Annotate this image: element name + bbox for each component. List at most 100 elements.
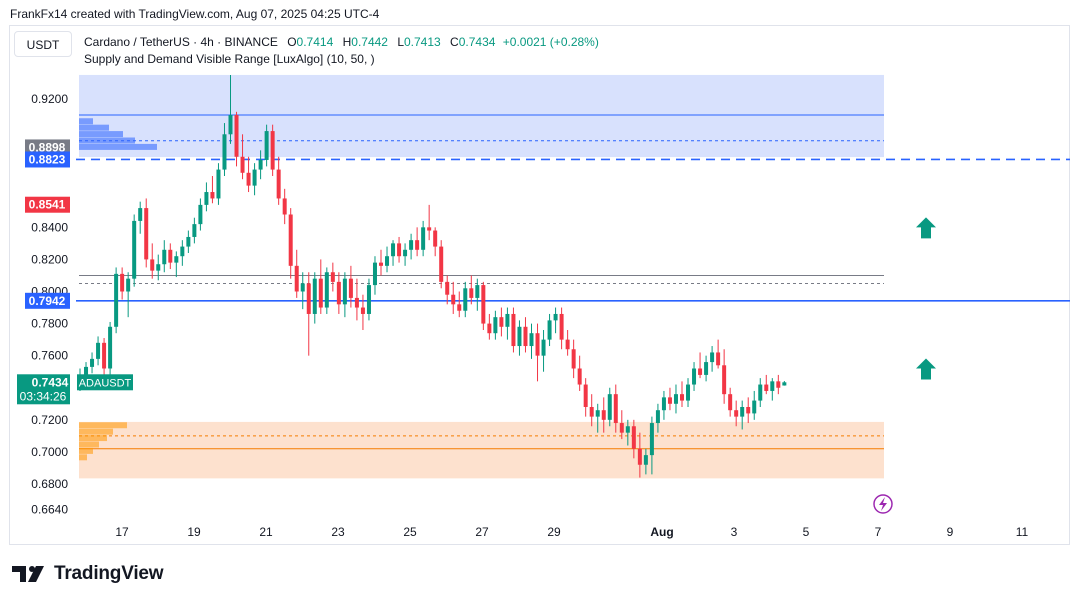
currency-selector[interactable]: USDT: [14, 31, 72, 57]
candle-body: [505, 313, 510, 327]
candle-body: [186, 236, 191, 247]
candle-body: [198, 204, 203, 225]
up-arrow-signal-icon: [916, 358, 936, 380]
indicator-legend[interactable]: Supply and Demand Visible Range [LuxAlgo…: [84, 52, 375, 66]
candle-body: [716, 352, 721, 366]
candle-body: [126, 278, 131, 292]
price-tick-label: 0.6800: [31, 477, 68, 491]
supply-profile-bar: [79, 118, 93, 125]
candle-body: [234, 115, 239, 157]
symbol-tag: [77, 374, 133, 391]
price-axis: 0.92000.84000.82000.80000.78000.76000.72…: [31, 92, 68, 517]
candle-body: [565, 339, 570, 350]
time-tick-label: 9: [947, 525, 954, 539]
candle-body: [252, 169, 257, 186]
price-tick-label: 0.8400: [31, 220, 68, 234]
time-tick-label: 21: [259, 525, 273, 539]
candle-body: [216, 169, 221, 199]
candle-body: [360, 307, 365, 314]
candle-body: [758, 384, 763, 401]
price-tag-label: 0.8823: [29, 152, 66, 166]
lightning-bolt-icon: [879, 497, 887, 511]
price-tag-label: 0.8541: [29, 198, 66, 212]
demand-profile-bar: [79, 428, 113, 435]
candle-body: [457, 304, 462, 311]
candle-body: [619, 423, 624, 433]
candle-body: [312, 278, 317, 314]
candles-layer: [78, 74, 787, 478]
candle-body: [288, 214, 293, 266]
candle-body: [667, 397, 672, 404]
time-tick-label: 29: [547, 525, 561, 539]
candle-body: [511, 313, 516, 347]
candle-body: [643, 455, 648, 465]
candle-body: [655, 410, 660, 424]
supply-profile-bar: [79, 131, 123, 138]
candle-body: [451, 294, 456, 305]
candle-body: [192, 224, 197, 237]
candle-body: [240, 156, 245, 173]
candle-body: [114, 273, 119, 327]
candle-body: [433, 230, 438, 247]
candle-body: [366, 285, 371, 314]
candle-body: [631, 426, 636, 449]
candle-body: [776, 381, 781, 388]
candle-body: [601, 410, 606, 420]
candle-body: [391, 243, 396, 257]
candle-body: [300, 283, 305, 292]
time-tick-label: Aug: [650, 525, 673, 539]
candle-body: [553, 313, 558, 321]
price-tick-label: 0.7800: [31, 317, 68, 331]
demand-profile-bar: [79, 422, 127, 429]
candle-body: [445, 281, 450, 295]
low-label: L: [397, 35, 404, 49]
price-tick-label: 0.7600: [31, 349, 68, 363]
candle-body: [228, 115, 233, 135]
time-axis: 17 19 21 23 25 27 29 Aug 3 5 7 9 11: [115, 525, 1028, 539]
current-price-value: 0.7434: [32, 375, 69, 389]
candle-body: [559, 313, 564, 340]
candle-body: [529, 333, 534, 347]
candle-body: [673, 394, 678, 404]
candle-body: [324, 272, 329, 308]
demand-profile-bar: [79, 441, 99, 448]
price-tick-label: 0.8200: [31, 252, 68, 266]
chart-credit: FrankFx14 created with TradingView.com, …: [10, 7, 380, 21]
candle-body: [680, 394, 684, 401]
open-value: 0.7414: [296, 35, 334, 49]
candle-body: [427, 227, 432, 231]
candle-body: [156, 264, 161, 271]
candle-body: [692, 368, 697, 385]
time-tick-label: 17: [115, 525, 129, 539]
high-value: 0.7442: [351, 35, 388, 49]
price-tag: [25, 292, 70, 309]
candle-body: [342, 278, 347, 305]
price-tick-label: 0.7000: [31, 445, 68, 459]
candle-body: [613, 394, 618, 424]
price-tag: [25, 151, 70, 168]
up-arrow-signal-icon: [916, 217, 936, 239]
candle-body: [649, 423, 654, 456]
candle-body: [354, 297, 359, 308]
candle-body: [264, 131, 269, 160]
candle-body: [752, 400, 757, 414]
price-tag-label: 0.7942: [29, 294, 66, 308]
candle-body: [102, 342, 107, 369]
candle-body: [710, 352, 715, 363]
time-tick-label: 25: [403, 525, 417, 539]
candle-body: [132, 220, 137, 279]
candle-body: [162, 249, 167, 265]
candle-body: [204, 192, 209, 205]
symbol-legend: Cardano / TetherUS · 4h · BINANCE O0.741…: [84, 35, 599, 49]
candle-body: [686, 384, 691, 401]
time-tick-label: 5: [803, 525, 810, 539]
demand-zone: [79, 421, 884, 479]
candle-body: [722, 365, 727, 395]
candle-body: [740, 407, 745, 417]
demand-profile-bar: [79, 447, 93, 454]
time-tick-label: 19: [187, 525, 201, 539]
candle-body: [481, 285, 486, 324]
candle-body: [535, 333, 540, 356]
candle-body: [583, 384, 588, 407]
